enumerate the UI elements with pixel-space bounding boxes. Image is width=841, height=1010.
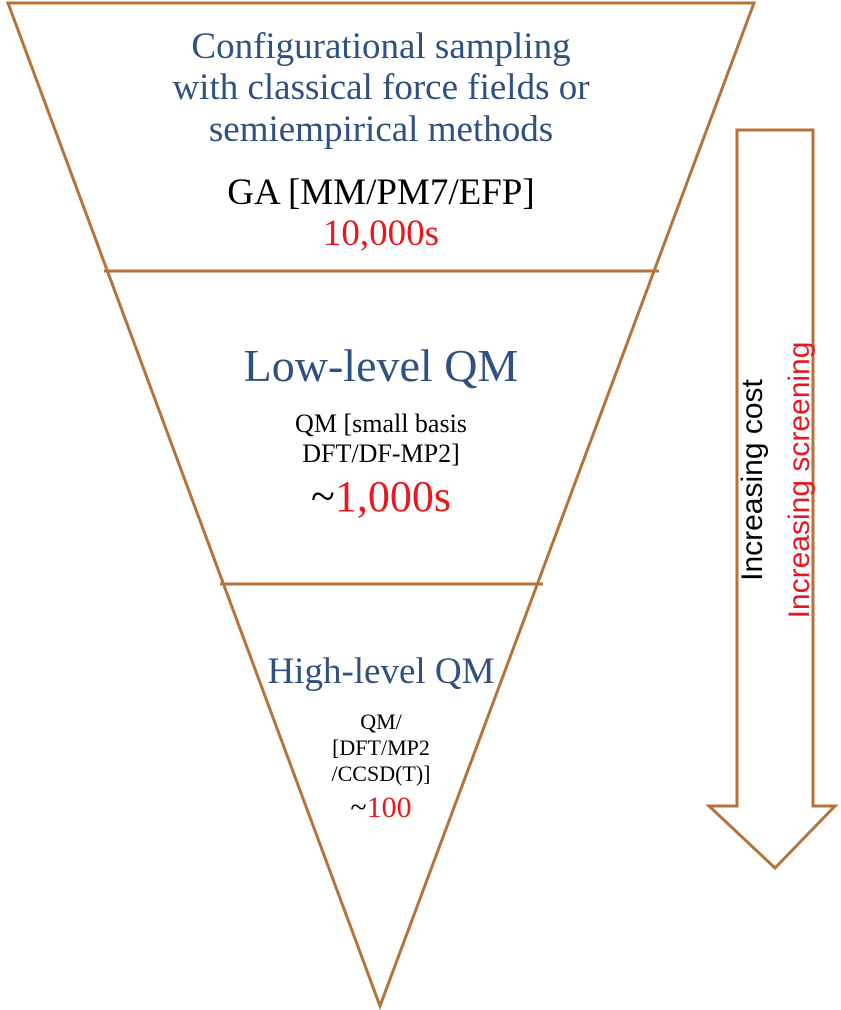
tier-middle-count-value: 1,000s [335, 472, 451, 521]
tier-middle-count-prefix: ~ [311, 472, 335, 521]
tier-middle-method-line-1: QM [small basis [295, 409, 467, 438]
tier-bottom-count-value: 100 [367, 791, 412, 824]
arrow-labels: Increasing cost Increasing screening [736, 342, 816, 619]
tier-bottom-count-prefix: ~ [350, 791, 366, 824]
tier-bottom-count: ~100 [350, 791, 411, 824]
tier-top-count: 10,000s [323, 213, 439, 254]
tier-middle: Low-level QM QM [small basis DFT/DF-MP2]… [244, 340, 519, 521]
down-arrow [705, 128, 839, 871]
arrow-label-screening: Increasing screening [783, 342, 816, 619]
tier-middle-count: ~1,000s [311, 472, 451, 521]
tier-bottom-method-line-2: [DFT/MP2 [332, 735, 430, 760]
tier-bottom-method-line-3: /CCSD(T)] [332, 761, 431, 786]
tier-middle-title: Low-level QM [244, 340, 519, 391]
tier-top-method: GA [MM/PM7/EFP] [227, 172, 534, 213]
tier-bottom-title: High-level QM [267, 651, 494, 692]
funnel-outline [5, 1, 757, 1010]
tier-bottom-method-line-1: QM/ [360, 709, 402, 734]
tier-top-title-line-2: with classical force fields or [172, 67, 589, 108]
tier-top: Configurational sampling with classical … [172, 26, 589, 254]
arrow-label-cost: Increasing cost [736, 378, 769, 580]
tier-middle-method-line-2: DFT/DF-MP2] [302, 439, 459, 468]
tier-bottom: High-level QM QM/ [DFT/MP2 /CCSD(T)] ~10… [267, 651, 494, 824]
tier-top-title-line-1: Configurational sampling [191, 26, 570, 67]
tier-top-title-line-3: semiempirical methods [209, 109, 553, 150]
